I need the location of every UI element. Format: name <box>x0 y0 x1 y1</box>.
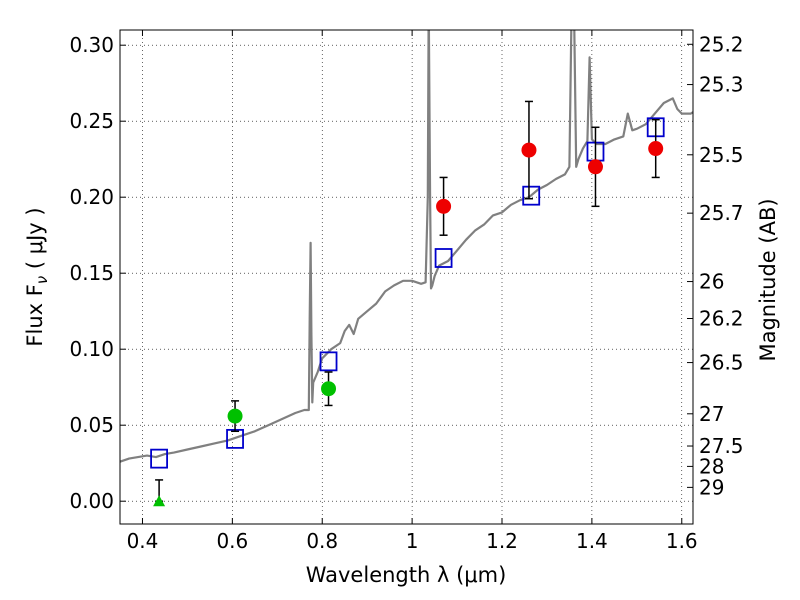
y2-tick-label: 26.2 <box>699 306 744 330</box>
x-axis-label: Wavelength λ (μm) <box>306 563 507 587</box>
y2-tick-label: 25.3 <box>699 73 744 97</box>
model-photometry-square <box>150 448 168 469</box>
plot-frame <box>119 29 694 525</box>
y2-tick-label: 26 <box>699 270 724 294</box>
y-axis-label-sub: ν <box>33 276 51 284</box>
y2-tick-label: 26.5 <box>699 351 744 375</box>
model-photometry-square <box>319 351 338 372</box>
y-axis-label-unit: ( μJy ) <box>23 207 47 275</box>
x-tick-label: 1.6 <box>666 529 698 553</box>
x-tick-label: 0.4 <box>127 529 159 553</box>
y2-tick-label: 29 <box>699 475 724 499</box>
x-tick-label: 1.4 <box>576 529 608 553</box>
tick-labels: 0.4 0.6 0.8 1 1.2 1.4 1.6 0.00 0.05 0.10 0.15 0.20 0… <box>69 32 743 553</box>
y2-tick-label: 25.2 <box>699 32 744 56</box>
y-tick-label: 0.20 <box>69 185 114 209</box>
axis-ticks <box>120 30 693 524</box>
plot-area <box>120 30 693 507</box>
y-axis-label-main: Flux F <box>23 284 47 346</box>
y-tick-label: 0.10 <box>69 337 114 361</box>
y-tick-label: 0.00 <box>69 489 114 513</box>
y2-axis-label: Magnitude (AB) <box>756 198 780 361</box>
y-axis-label: Flux Fν ( μJy ) <box>23 207 51 346</box>
observed-flux-circle <box>227 408 243 424</box>
y2-tick-label: 27 <box>699 402 724 426</box>
model-spectrum-line <box>120 30 693 463</box>
x-tick-label: 0.6 <box>216 529 248 553</box>
model-photometry-square <box>434 248 453 268</box>
y-tick-label: 0.15 <box>69 261 114 285</box>
x-tick-label: 1.2 <box>486 529 518 553</box>
observed-flux-circle <box>436 198 452 214</box>
y2-tick-label: 25.5 <box>699 143 744 167</box>
y2-tick-label: 27.5 <box>699 434 744 458</box>
observed-flux-circle <box>587 159 603 175</box>
y-tick-label: 0.05 <box>69 413 114 437</box>
plot-background <box>120 30 693 524</box>
model-photometry-square <box>522 185 541 206</box>
y-tick-label: 0.30 <box>69 33 114 57</box>
upper-limit-triangle <box>153 495 166 507</box>
y2-tick-label: 28 <box>699 454 724 478</box>
y2-tick-label: 25.7 <box>699 201 744 225</box>
observed-flux-circle <box>648 141 664 157</box>
x-tick-label: 1 <box>406 529 419 553</box>
x-tick-label: 0.8 <box>306 529 338 553</box>
observed-flux-circle <box>521 142 537 158</box>
observed-flux-circle <box>321 381 337 397</box>
y-tick-label: 0.25 <box>69 109 114 133</box>
